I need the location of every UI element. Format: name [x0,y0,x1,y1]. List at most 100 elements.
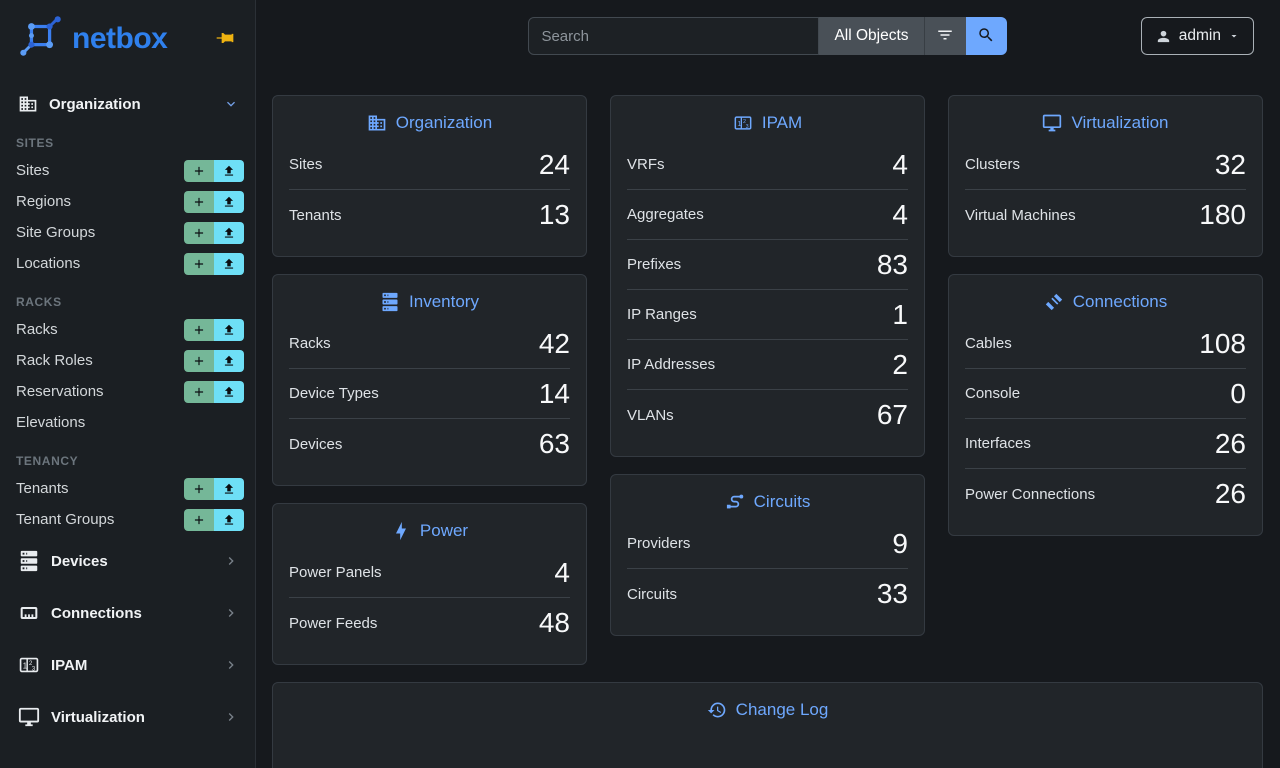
stat-label[interactable]: Providers [627,535,691,552]
sidebar-item-label[interactable]: Rack Roles [16,352,93,369]
stat-label[interactable]: Tenants [289,206,342,224]
pin-sidebar-button[interactable] [213,27,237,51]
search-button[interactable] [965,17,1007,55]
stat-label[interactable]: Circuits [627,585,678,603]
import-button[interactable] [214,508,244,531]
stat-value[interactable]: 108 [1199,327,1246,359]
sidebar-item-label[interactable]: Site Groups [16,224,96,241]
sidebar-menu-ipam[interactable]: 1 2 3 IPAM [0,639,255,691]
stat-label[interactable]: Cables [965,335,1012,352]
filter-button[interactable] [923,17,966,55]
sidebar-item-label[interactable]: Locations [16,255,81,272]
stat-value[interactable]: 14 [538,377,570,409]
import-button[interactable] [214,349,244,372]
sidebar-item-regions[interactable]: Regions [0,186,255,217]
sidebar-item-label[interactable]: Regions [16,193,72,210]
import-button[interactable] [214,190,244,213]
sidebar-item-sites[interactable]: Sites [0,155,255,186]
stat-label[interactable]: Racks [289,335,331,352]
stat-label[interactable]: Clusters [965,156,1021,173]
stat-value[interactable]: 4 [892,148,908,180]
card-title-link[interactable]: Virtualization [965,110,1246,136]
stat-value[interactable]: 48 [538,607,570,638]
stat-label[interactable]: Console [965,385,1021,402]
sidebar-item-label[interactable]: Racks [16,321,58,338]
stat-value[interactable]: 180 [1199,199,1246,230]
sidebar-menu-organization[interactable]: Organization [0,88,255,120]
stat-label[interactable]: VRFs [627,156,665,173]
stat-label[interactable]: Sites [289,156,323,173]
stat-label[interactable]: Aggregates [627,206,704,223]
sidebar-item-label[interactable]: Sites [16,162,50,179]
stat-value[interactable]: 26 [1214,478,1246,509]
stat-value[interactable]: 83 [876,248,908,280]
sidebar-item-locations[interactable]: Locations [0,248,255,279]
sidebar-item-site-groups[interactable]: Site Groups [0,217,255,248]
import-button[interactable] [214,252,244,275]
stat-label[interactable]: Devices [289,435,343,453]
add-button[interactable] [184,477,214,500]
add-button[interactable] [184,318,214,341]
import-button[interactable] [214,221,244,244]
sidebar-item-racks[interactable]: Racks [0,314,255,345]
sidebar-item-label[interactable]: Tenant Groups [16,511,115,528]
sidebar-item-rack-roles[interactable]: Rack Roles [0,345,255,376]
sidebar-item-label[interactable]: Elevations [16,414,86,431]
add-button[interactable] [184,349,214,372]
stat-value[interactable]: 4 [892,198,908,230]
sidebar-menu-connections[interactable]: Connections [0,587,255,639]
stat-label[interactable]: VLANs [627,406,674,424]
add-button[interactable] [184,380,214,403]
stat-label[interactable]: Prefixes [627,256,682,273]
add-button[interactable] [184,252,214,275]
stat-value[interactable]: 26 [1214,427,1246,459]
stat-label[interactable]: Power Connections [965,485,1096,503]
stat-value[interactable]: 32 [1214,148,1246,180]
import-button[interactable] [214,159,244,182]
sidebar-item-label[interactable]: Tenants [16,480,69,497]
stat-label[interactable]: Power Panels [289,564,382,581]
sidebar-item-tenant-groups[interactable]: Tenant Groups [0,504,255,535]
stat-value[interactable]: 63 [538,428,570,459]
card-title-link[interactable]: Organization [289,110,570,136]
add-button[interactable] [184,190,214,213]
stat-value[interactable]: 33 [876,578,908,609]
stat-value[interactable]: 9 [892,527,908,559]
stat-value[interactable]: 24 [538,148,570,180]
sidebar-menu-devices[interactable]: Devices [0,535,255,587]
sidebar-item-tenants[interactable]: Tenants [0,473,255,504]
stat-value[interactable]: 4 [554,556,570,588]
stat-value[interactable]: 67 [876,399,908,430]
stat-value[interactable]: 2 [892,348,908,380]
card-title-link[interactable]: Circuits [627,489,908,515]
brand-wordmark[interactable]: netbox [72,22,168,55]
stat-label[interactable]: Device Types [289,385,379,402]
import-button[interactable] [214,318,244,341]
stat-label[interactable]: Interfaces [965,435,1031,452]
sidebar-menu-virtualization[interactable]: Virtualization [0,691,255,743]
stat-value[interactable]: 0 [1230,377,1246,409]
stat-label[interactable]: IP Addresses [627,356,716,373]
user-menu-button[interactable]: admin [1140,17,1254,55]
sidebar-item-reservations[interactable]: Reservations [0,376,255,407]
search-input[interactable] [528,17,820,55]
import-button[interactable] [214,380,244,403]
card-title-link[interactable]: Change Log [289,697,1246,723]
sidebar-item-elevations[interactable]: Elevations [0,407,255,438]
stat-label[interactable]: IP Ranges [627,306,697,323]
card-title-link[interactable]: Connections [965,289,1246,315]
sidebar-item-label[interactable]: Reservations [16,383,104,400]
stat-label[interactable]: Virtual Machines [965,206,1076,224]
stat-label[interactable]: Power Feeds [289,614,378,632]
card-title-link[interactable]: 1 2 3 IPAM [627,110,908,136]
stat-value[interactable]: 1 [892,298,908,330]
add-button[interactable] [184,159,214,182]
stat-value[interactable]: 13 [538,199,570,230]
import-button[interactable] [214,477,244,500]
add-button[interactable] [184,221,214,244]
card-title-link[interactable]: Power [289,518,570,544]
search-scope-button[interactable]: All Objects [819,17,924,55]
card-title-link[interactable]: Inventory [289,289,570,315]
stat-value[interactable]: 42 [538,327,570,359]
add-button[interactable] [184,508,214,531]
